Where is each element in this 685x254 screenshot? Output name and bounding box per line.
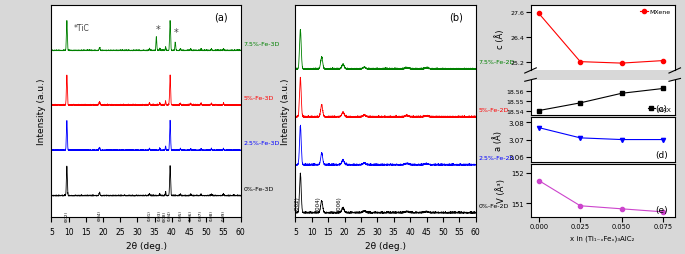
MAX (659, 88, 667, 91)
Text: (101): (101) (147, 210, 151, 220)
X-axis label: x in (Ti₁₋ₓFeₓ)₃AlC₂: x in (Ti₁₋ₓFeₓ)₃AlC₂ (571, 235, 635, 241)
Text: (008): (008) (163, 210, 167, 221)
MXene (535, 13, 543, 16)
Y-axis label: Intensity (a.u.): Intensity (a.u.) (281, 79, 290, 145)
Text: (104): (104) (168, 210, 172, 220)
Text: (106): (106) (189, 210, 192, 220)
Legend: MAX: MAX (647, 106, 671, 113)
Text: (002): (002) (295, 195, 299, 210)
MAX (535, 109, 543, 113)
Text: (b): (b) (449, 13, 463, 23)
X-axis label: 2θ (deg.): 2θ (deg.) (125, 241, 166, 250)
MXene (659, 60, 667, 63)
Text: (d): (d) (655, 150, 667, 160)
MAX (618, 92, 626, 96)
Text: 2.5%-Fe-3D: 2.5%-Fe-3D (243, 141, 279, 146)
Text: (109): (109) (221, 210, 225, 220)
Y-axis label: Intensity (a.u.): Intensity (a.u.) (37, 79, 46, 145)
Text: (004): (004) (97, 210, 101, 220)
Legend: MXene: MXene (640, 9, 671, 16)
Text: (108): (108) (210, 210, 214, 220)
MXene (576, 61, 584, 64)
Y-axis label: c (Å): c (Å) (495, 29, 505, 49)
Text: 5%-Fe-3D: 5%-Fe-3D (243, 96, 274, 101)
Text: (107): (107) (199, 210, 203, 220)
Text: *: * (174, 28, 179, 38)
Text: 0%-Fe-2D: 0%-Fe-2D (478, 203, 509, 208)
Text: 5%-Fe-2D: 5%-Fe-2D (478, 107, 509, 112)
MAX (576, 102, 584, 105)
MXene (618, 62, 626, 65)
Line: MXene: MXene (537, 12, 665, 66)
Text: (103): (103) (158, 210, 162, 220)
Text: 0%-Fe-3D: 0%-Fe-3D (243, 186, 274, 191)
Text: (c): (c) (656, 104, 667, 113)
Text: (a): (a) (214, 13, 227, 23)
Text: *TiC: *TiC (74, 24, 90, 33)
X-axis label: 2θ (deg.): 2θ (deg.) (365, 241, 406, 250)
Y-axis label: a (Å): a (Å) (493, 130, 503, 150)
Text: 2.5%-Fe-2D: 2.5%-Fe-2D (478, 155, 514, 160)
Text: (105): (105) (178, 210, 182, 220)
Text: (e): (e) (655, 205, 667, 214)
Text: 7.5%-Fe-3D: 7.5%-Fe-3D (243, 41, 279, 46)
Text: 7.5%-Fe-2D: 7.5%-Fe-2D (478, 59, 514, 65)
Text: (006): (006) (337, 195, 342, 210)
Text: (004): (004) (316, 195, 321, 210)
Y-axis label: V (Å³): V (Å³) (496, 179, 506, 203)
Text: (002): (002) (65, 210, 69, 221)
Line: MAX: MAX (537, 87, 665, 113)
Text: *: * (155, 25, 160, 35)
